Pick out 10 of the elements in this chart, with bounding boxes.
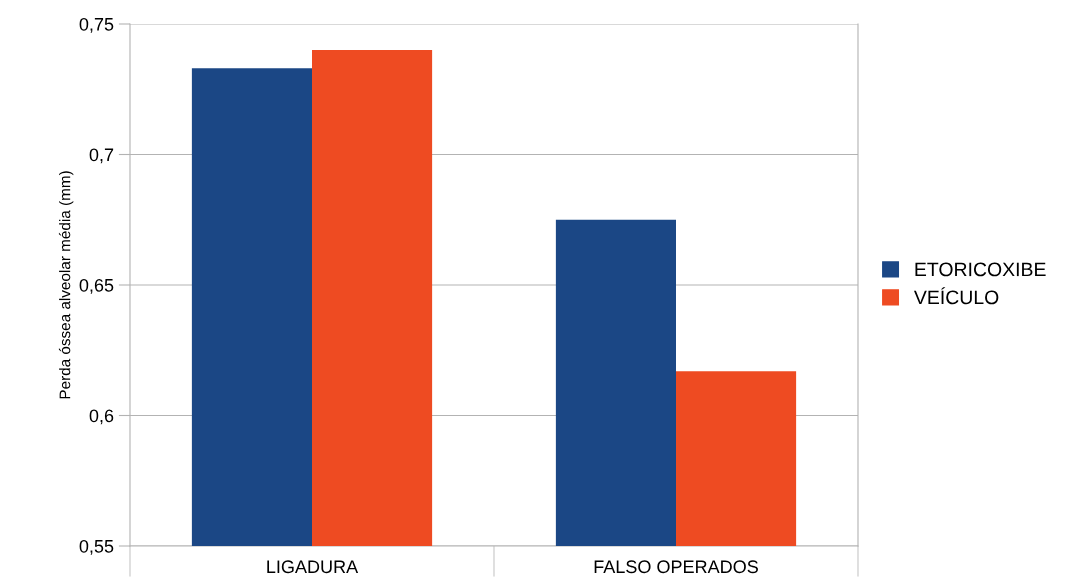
y-tick-label: 0,7: [89, 148, 114, 164]
x-tick-label: FALSO OPERADOS: [594, 560, 758, 574]
y-tick-label: 0,65: [79, 278, 114, 294]
legend-label: ETORICOXIBE: [915, 262, 1046, 277]
legend-label: VEÍCULO: [913, 287, 999, 305]
x-tick-label: LIGADURA: [267, 560, 359, 574]
y-tick-label: 0,6: [89, 409, 114, 425]
y-tick-label: 0,75: [79, 17, 114, 33]
y-axis-title: Perda óssea alveolar média (mm): [58, 171, 74, 399]
y-tick-label: 0,55: [79, 539, 114, 555]
